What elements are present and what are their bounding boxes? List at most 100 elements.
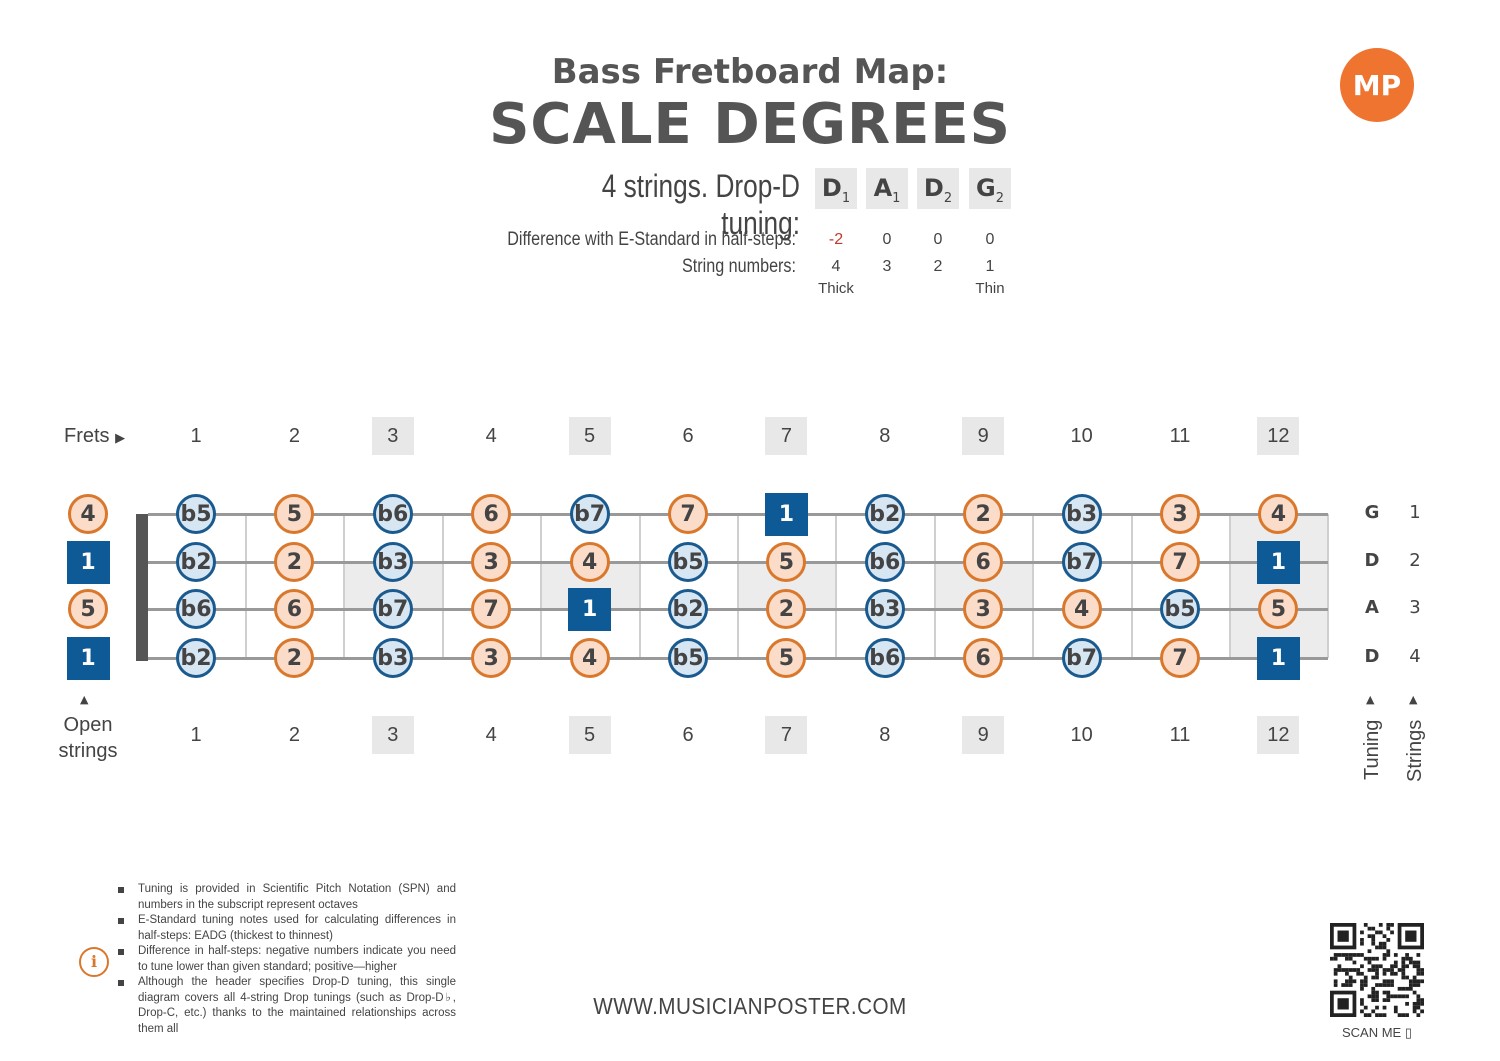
- fret-note: 6: [471, 494, 512, 534]
- fret-wire: [835, 514, 838, 658]
- fret-note: 4: [569, 542, 610, 582]
- qr-code[interactable]: [1330, 923, 1424, 1017]
- fret-note: b6: [176, 589, 216, 629]
- fret-note: 5: [274, 494, 315, 534]
- triangle-right-icon: ▶: [115, 430, 126, 445]
- thin-label: Thin: [975, 280, 1005, 297]
- fret-note: 6: [274, 589, 315, 629]
- fret-note: 2: [274, 638, 315, 678]
- footnote-item: E-Standard tuning notes used for calcula…: [118, 913, 456, 944]
- difference-value: -2: [828, 231, 844, 248]
- fret-note: b3: [372, 542, 413, 582]
- fret-note: b2: [864, 494, 905, 534]
- string-numbers-label: String numbers:: [681, 256, 796, 277]
- difference-value: 0: [933, 231, 943, 248]
- fret-note: b7: [569, 494, 610, 534]
- fret-number: 2: [288, 425, 300, 447]
- tuning-axis-label: Tuning: [1361, 719, 1383, 780]
- fret-wire: [1130, 514, 1133, 658]
- fret-note: 1: [1256, 636, 1300, 680]
- string-line: [148, 513, 1328, 516]
- fret-wire: [1229, 514, 1231, 658]
- fret-note: b7: [1061, 542, 1102, 582]
- tuning-note: A1: [866, 168, 908, 209]
- string-number-label: 2: [1409, 550, 1421, 571]
- footnote-item: Tuning is provided in Scientific Pitch N…: [118, 882, 456, 913]
- website-url[interactable]: WWW.MUSICIANPOSTER.COM: [593, 993, 907, 1019]
- open-strings-label: Open strings: [58, 714, 118, 762]
- fret-note: b5: [668, 638, 708, 678]
- fret-note: b7: [372, 589, 413, 629]
- fret-number: 6: [682, 724, 694, 746]
- fret-wire: [540, 514, 543, 658]
- fret-number: 4: [485, 425, 497, 447]
- scan-me-label: SCAN ME ▯: [1341, 1025, 1412, 1040]
- frets-label: Frets ▶: [64, 425, 126, 447]
- fret-number: 8: [879, 724, 891, 746]
- phone-icon: ▯: [1404, 1025, 1412, 1040]
- fret-number: 9: [962, 716, 1005, 754]
- fret-wire: [638, 514, 641, 658]
- fret-inlay-shade: [1229, 514, 1328, 658]
- fret-note: 3: [963, 589, 1004, 629]
- fret-number: 8: [879, 425, 891, 447]
- triangle-up-icon: ▲: [1409, 693, 1418, 706]
- fret-note: 5: [766, 542, 807, 582]
- fret-wire: [933, 514, 936, 658]
- string-tuning-label: G: [1364, 502, 1380, 523]
- string-number: 3: [882, 258, 892, 275]
- string-line: [148, 561, 1328, 564]
- fret-wire: [441, 514, 444, 658]
- fret-note: 5: [766, 638, 807, 678]
- string-number: 4: [831, 258, 841, 275]
- fret-note: b5: [668, 542, 708, 582]
- fret-number: 5: [568, 417, 611, 455]
- fret-wire: [245, 514, 247, 658]
- fret-wire: [737, 514, 739, 658]
- fret-note: b6: [372, 494, 413, 534]
- fret-note: 6: [963, 542, 1004, 582]
- string-number-label: 3: [1409, 597, 1421, 618]
- tuning-label: 4 strings. Drop-D tuning:: [601, 168, 800, 241]
- string-number: 2: [933, 258, 943, 275]
- string-tuning-label: A: [1365, 597, 1379, 618]
- fret-note: b5: [1160, 589, 1200, 629]
- fret-note: 3: [471, 542, 512, 582]
- info-icon: i: [79, 947, 109, 977]
- string-tuning-label: D: [1364, 550, 1380, 571]
- fret-note: b2: [176, 638, 216, 678]
- fret-number: 6: [682, 425, 694, 447]
- fret-note: b3: [1061, 494, 1102, 534]
- page-title: SCALE DEGREES: [489, 92, 1011, 157]
- open-string-note: 1: [66, 540, 110, 584]
- fret-number: 1: [190, 724, 202, 746]
- fret-number: 11: [1169, 425, 1191, 447]
- fret-number: 9: [962, 417, 1005, 455]
- fret-note: b6: [864, 542, 905, 582]
- string-tuning-label: D: [1364, 646, 1380, 667]
- fret-note: 4: [1258, 494, 1299, 534]
- fret-note: 3: [1160, 494, 1200, 534]
- footnote-item: Difference in half-steps: negative numbe…: [118, 944, 456, 975]
- fret-note: b3: [864, 589, 905, 629]
- open-string-note: 1: [66, 636, 110, 680]
- page-subtitle: Bass Fretboard Map:: [551, 52, 949, 92]
- fret-number: 3: [371, 417, 414, 455]
- fret-number: 5: [568, 716, 611, 754]
- fret-number: 11: [1169, 724, 1191, 746]
- fret-note: 4: [569, 638, 610, 678]
- difference-label: Difference with E-Standard in half-steps…: [507, 229, 796, 250]
- fret-number: 10: [1070, 724, 1093, 746]
- string-number-label: 4: [1409, 646, 1421, 667]
- tuning-note: D1: [815, 168, 857, 209]
- difference-value: 0: [985, 231, 995, 248]
- fret-note: b2: [176, 542, 216, 582]
- open-string-note: 5: [68, 589, 108, 629]
- string-line: [148, 608, 1328, 611]
- fret-wire: [1032, 514, 1035, 658]
- string-number: 1: [985, 258, 995, 275]
- strings-axis-label: Strings: [1404, 719, 1426, 782]
- tuning-note: G2: [969, 168, 1011, 209]
- fret-note: 7: [668, 494, 708, 534]
- open-string-note: 4: [68, 494, 108, 534]
